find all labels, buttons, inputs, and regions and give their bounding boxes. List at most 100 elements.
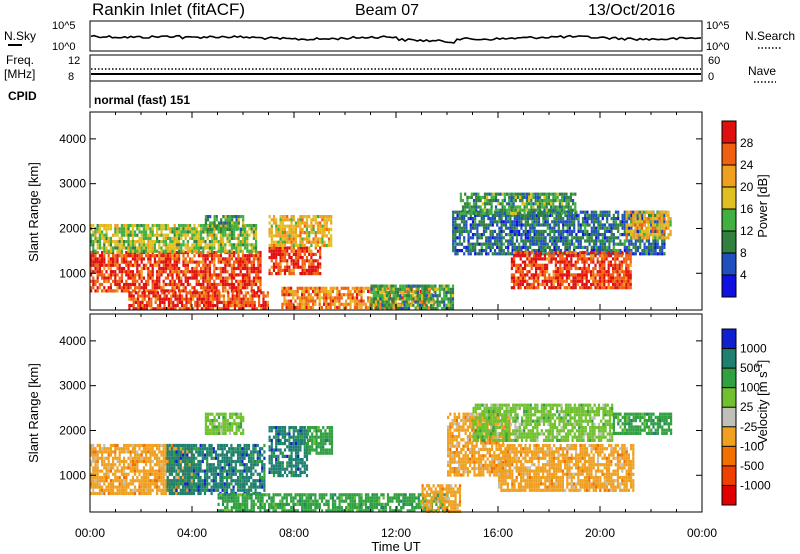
heat-cell xyxy=(478,233,481,237)
heat-cell xyxy=(369,286,372,290)
heat-cell xyxy=(204,243,207,247)
heat-cell xyxy=(524,279,527,283)
heat-cell xyxy=(94,456,97,460)
heat-cell xyxy=(480,236,483,240)
heat-cell xyxy=(90,266,93,271)
heat-cell xyxy=(241,260,244,264)
heat-cell xyxy=(174,307,177,311)
heat-cell xyxy=(237,282,240,287)
heat-cell xyxy=(553,233,556,237)
heat-cell xyxy=(531,249,534,253)
heat-cell xyxy=(415,293,418,297)
heat-cell xyxy=(627,282,630,287)
heat-cell xyxy=(561,205,564,209)
heat-cell xyxy=(493,242,497,246)
heat-cell xyxy=(541,270,544,274)
heat-cell xyxy=(316,221,320,225)
heat-cell xyxy=(531,217,534,221)
heat-cell xyxy=(242,227,245,231)
heat-cell xyxy=(193,266,196,271)
heat-cell xyxy=(535,249,538,253)
heat-cell xyxy=(275,221,278,225)
heat-cell xyxy=(202,276,205,280)
heat-cell xyxy=(257,279,260,283)
heat-cell xyxy=(292,305,295,310)
heat-cell xyxy=(301,237,304,241)
heat-cell xyxy=(226,279,229,283)
heat-cell xyxy=(472,211,476,215)
heat-cell xyxy=(403,284,406,288)
heat-cell xyxy=(211,282,214,287)
heat-cell xyxy=(183,307,186,311)
heat-cell xyxy=(175,250,178,255)
heat-cell xyxy=(524,229,527,233)
heat-cell xyxy=(548,239,552,243)
heat-cell xyxy=(461,199,465,203)
heat-cell xyxy=(231,224,234,228)
heat-cell xyxy=(429,303,433,307)
heat-cell xyxy=(193,243,196,247)
heat-cell xyxy=(127,270,130,274)
heat-cell xyxy=(596,282,599,287)
heat-cell xyxy=(92,443,95,448)
heat-cell xyxy=(555,249,558,253)
heat-cell xyxy=(544,239,547,243)
heat-cell xyxy=(156,224,159,228)
heat-cell xyxy=(109,260,112,264)
heat-cell xyxy=(550,279,553,283)
heat-cell xyxy=(202,240,205,244)
heat-cell xyxy=(606,239,609,243)
heat-cell xyxy=(574,276,577,280)
heat-cell xyxy=(217,273,220,277)
heat-cell xyxy=(548,260,551,264)
heat-cell xyxy=(178,254,181,258)
heat-cell xyxy=(508,195,511,199)
heat-cell xyxy=(509,220,512,224)
heat-cell xyxy=(147,266,150,271)
heat-cell xyxy=(544,229,547,233)
heat-cell xyxy=(279,237,282,241)
heat-cell xyxy=(556,195,559,199)
heat-cell xyxy=(114,227,117,231)
heat-cell xyxy=(305,218,309,222)
heat-cell xyxy=(536,211,539,215)
heat-cell xyxy=(466,195,469,199)
heat-cell xyxy=(240,307,243,311)
heat-cell xyxy=(112,443,115,448)
heat-cell xyxy=(568,217,571,221)
heat-cell xyxy=(176,297,179,301)
heat-cell xyxy=(515,223,519,227)
heat-cell xyxy=(158,257,161,261)
heat-cell xyxy=(162,263,165,267)
heat-cell xyxy=(145,266,148,271)
heat-cell xyxy=(651,236,655,240)
heat-cell xyxy=(605,257,608,261)
heat-cell xyxy=(116,227,119,231)
heat-cell xyxy=(630,213,633,217)
heat-cell xyxy=(239,243,242,247)
heat-cell xyxy=(158,260,161,264)
heat-cell xyxy=(353,305,356,310)
heat-cell xyxy=(114,260,117,264)
heat-cell xyxy=(96,491,99,496)
heat-cell xyxy=(536,195,539,199)
heat-cell xyxy=(541,199,544,203)
heat-cell xyxy=(597,233,600,237)
heat-cell xyxy=(211,286,214,290)
heat-cell xyxy=(545,192,548,196)
heat-cell xyxy=(279,234,282,238)
heat-cell xyxy=(277,240,280,244)
heat-cell xyxy=(618,266,621,271)
heat-cell xyxy=(565,266,568,271)
heat-cell xyxy=(465,229,468,233)
heat-cell xyxy=(423,306,426,311)
heat-cell xyxy=(500,226,503,230)
heat-cell xyxy=(636,226,639,230)
heat-cell xyxy=(523,202,526,206)
heat-cell xyxy=(570,250,573,255)
heat-cell xyxy=(288,224,291,228)
heat-cell xyxy=(94,447,97,451)
heat-cell xyxy=(127,240,130,244)
heat-cell xyxy=(546,223,549,227)
heat-cell xyxy=(662,226,666,230)
